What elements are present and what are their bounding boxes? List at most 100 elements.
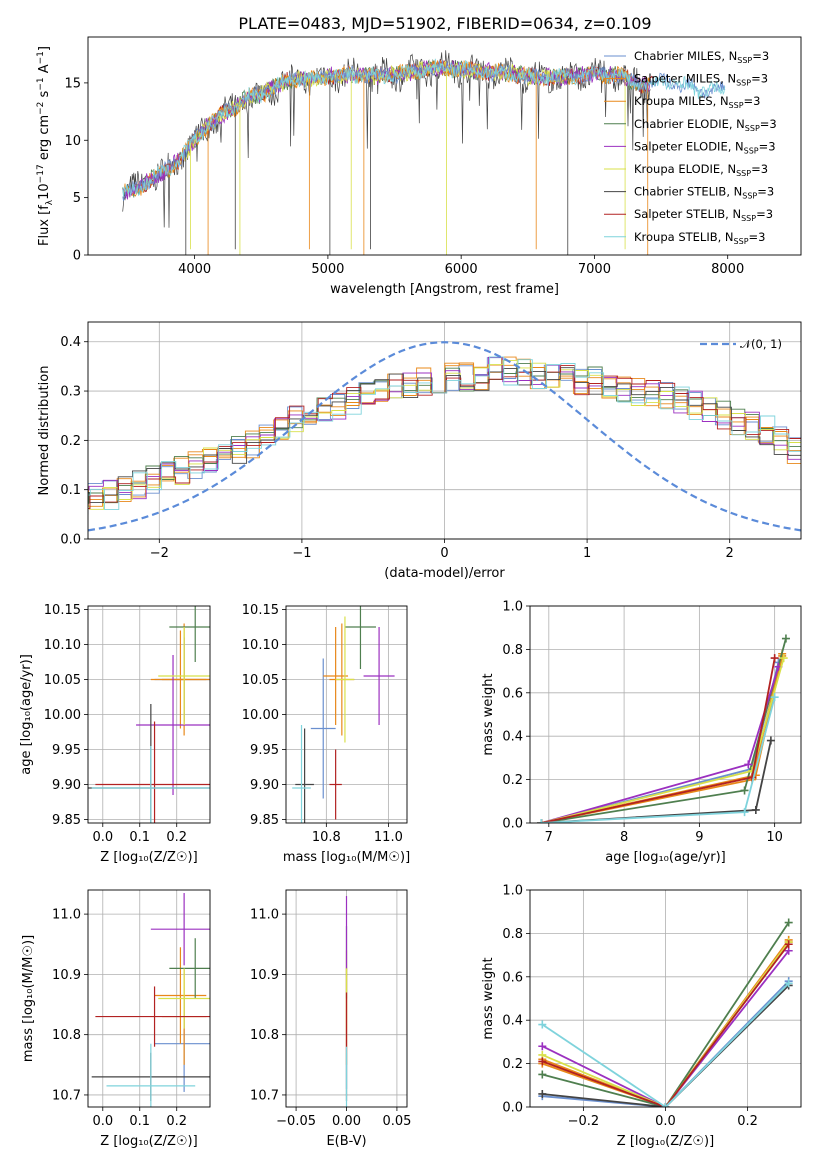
- x-tick-label: 11.0: [374, 830, 403, 845]
- y-label-part: s: [37, 90, 52, 101]
- x-tick-label: 0.2: [166, 830, 187, 845]
- legend-label: Kroupa MILES, NSSP=3: [634, 94, 760, 110]
- weight-marker: [770, 693, 779, 702]
- errorbar-point-6: [295, 728, 314, 823]
- weight-marker: [740, 808, 749, 817]
- spectrum-series-5: [180, 61, 567, 162]
- errorbar-point-3: [169, 938, 210, 999]
- x-tick-label: 0: [440, 546, 448, 561]
- normal-legend-label: 𝒩(0, 1): [740, 337, 782, 351]
- legend-label: Chabrier MILES, NSSP=3: [634, 49, 769, 65]
- legend-sub: SSP: [741, 214, 756, 223]
- weight-marker: [538, 1089, 547, 1098]
- y-tick-label: 0.4: [60, 335, 81, 350]
- weight-marker: [537, 819, 546, 823]
- y-label-part: erg cm: [37, 115, 52, 164]
- legend-name: Chabrier MILES, N: [634, 49, 737, 63]
- x-tick-label: 0.2: [166, 1114, 187, 1129]
- legend-label: Salpeter STELIB, NSSP=3: [634, 207, 773, 223]
- y-label-part: −1: [36, 51, 46, 64]
- y-label-part: λ: [45, 199, 55, 205]
- y-tick-label: 10.8: [250, 1028, 279, 1043]
- legend-label: Chabrier STELIB, NSSP=3: [634, 185, 774, 201]
- y-tick-label: 10.05: [242, 673, 279, 688]
- y-tick-label: 0.0: [502, 1101, 523, 1116]
- x-tick-label: 0.00: [332, 1114, 361, 1129]
- x-tick-label: 0.1: [129, 1114, 150, 1129]
- errorbar-point-5: [158, 968, 210, 1029]
- legend-tail: =3: [757, 185, 774, 199]
- x-tick-label: −0.2: [568, 1114, 600, 1129]
- legend-sub: SSP: [742, 192, 757, 201]
- y-tick-label: 0.1: [60, 483, 81, 498]
- errorbar-point-8: [106, 1043, 196, 1107]
- weight-marker: [538, 1042, 547, 1051]
- weight-marker: [784, 940, 793, 949]
- y-axis-label: Normed distribution: [37, 366, 52, 496]
- y-tick-label: 10: [64, 134, 81, 149]
- weight-marker: [784, 979, 793, 988]
- legend-sub: SSP: [734, 237, 749, 246]
- y-tick-label: 10.8: [52, 1028, 81, 1043]
- histogram-series-5: [88, 359, 801, 510]
- legend-sub: SSP: [736, 169, 751, 178]
- legend-sub: SSP: [744, 146, 759, 155]
- y-tick-label: 0.8: [502, 643, 523, 658]
- weight-marker: [538, 1057, 547, 1066]
- y-tick-label: 11.0: [52, 908, 81, 923]
- x-tick-label: 6000: [445, 262, 478, 277]
- plot-area: [292, 606, 395, 823]
- weight-marker: [781, 634, 790, 643]
- y-label-part: Flux [f: [37, 205, 52, 246]
- y-tick-label: 0.2: [502, 773, 523, 788]
- legend-label: Kroupa ELODIE, NSSP=3: [634, 162, 768, 178]
- age-vs-metallicity-panel: 0.0 0.1 0.2 9.85 9.90 9.95 10.00 10.05 10.10 10.1…: [19, 603, 211, 865]
- errorbar-point-3: [169, 606, 210, 662]
- y-axis-label: Flux [fλ10−17 erg cm−2 s−1 A−1]: [36, 46, 55, 246]
- legend-label: Salpeter MILES, NSSP=3: [634, 72, 768, 88]
- weight-marker: [538, 1020, 547, 1029]
- weight-marker: [766, 736, 775, 745]
- y-axis-label: mass [log₁₀(M/M☉)]: [21, 935, 36, 1062]
- y-label-part: −17: [36, 164, 46, 183]
- errorbar-point-7: [329, 749, 342, 820]
- x-tick-label: 0.0: [655, 1114, 676, 1129]
- mass-vs-metallicity-panel: 0.0 0.1 0.2 10.7 10.8 10.9 11.0 Z [log₁₀(Z/Z☉)]…: [21, 889, 211, 1149]
- legend-name: Chabrier STELIB, N: [634, 185, 742, 199]
- errorbar-point-2: [150, 630, 210, 729]
- y-label-part: −2: [36, 102, 46, 115]
- weight-marker: [779, 654, 788, 663]
- x-tick-label: 5000: [311, 262, 344, 277]
- x-tick-label: 1: [583, 546, 591, 561]
- x-tick-label: 7000: [578, 262, 611, 277]
- y-tick-label: 1.0: [502, 600, 523, 615]
- x-axis-label: (data-model)/error: [384, 566, 505, 581]
- y-tick-label: 0.0: [502, 817, 523, 832]
- y-tick-label: 10.10: [44, 638, 81, 653]
- y-tick-label: 9.95: [250, 743, 279, 758]
- x-tick-label: 7: [545, 830, 553, 845]
- x-tick-label: 8: [620, 830, 628, 845]
- legend-name: Chabrier ELODIE, N: [634, 117, 745, 131]
- y-tick-label: 0.4: [502, 1014, 523, 1029]
- y-label-part: −1: [36, 77, 46, 90]
- legend-tail: =3: [751, 162, 768, 176]
- y-tick-label: 9.90: [52, 778, 81, 793]
- y-tick-label: 9.95: [52, 743, 81, 758]
- errorbar-point-5: [158, 627, 210, 725]
- y-tick-label: 9.85: [52, 813, 81, 828]
- weight-series-7: [541, 657, 776, 823]
- legend-name: Salpeter ELODIE, N: [634, 139, 744, 153]
- legend-label: Chabrier ELODIE, NSSP=3: [634, 117, 777, 133]
- y-tick-label: 10.9: [52, 968, 81, 983]
- mass-vs-reddening-panel: −0.05 0.00 0.05 10.7 10.8 10.9 11.0 E(B-V): [250, 889, 411, 1149]
- y-axis-label: mass weight: [481, 673, 496, 755]
- axes-frame: [87, 321, 802, 540]
- x-tick-label: 9: [695, 830, 703, 845]
- x-axis-label: wavelength [Angstrom, rest frame]: [330, 282, 559, 297]
- y-tick-label: 10.15: [44, 603, 81, 618]
- weight-series-7: [541, 943, 790, 1107]
- errorbar-point-8: [91, 746, 210, 823]
- x-tick-label: 4000: [178, 262, 211, 277]
- y-label-part: 10: [37, 183, 52, 200]
